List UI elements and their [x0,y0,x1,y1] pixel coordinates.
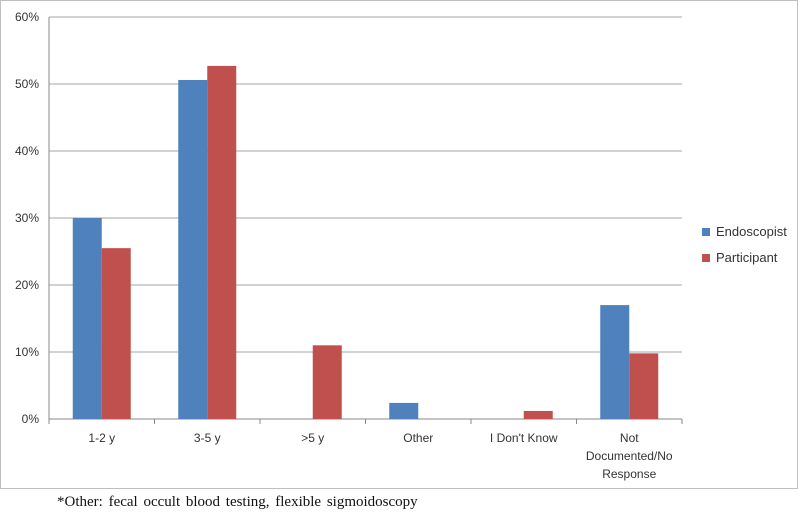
y-tick-label: 30% [15,211,39,225]
x-tick-label: Not Documented/No Response [586,431,673,481]
bar-endoscopist-3 [389,402,419,419]
y-tick-label: 40% [15,144,39,158]
bar-participant-2 [312,345,342,419]
x-tick-label: Other [403,431,433,445]
bar-participant-5 [629,353,659,419]
x-tick-label: 3-5 y [194,431,221,445]
bar-participant-4 [523,410,553,419]
footnote: *Other: fecal occult blood testing, flex… [57,494,418,510]
bar-endoscopist-0 [72,218,102,419]
bar-chart: 0% 10% 20% 30% 40% 50% 60% 1-2 y 3-5 y >5 y Other I… [15,10,787,481]
chart-frame: 0% 10% 20% 30% 40% 50% 60% 1-2 y 3-5 y >5 y Other I… [0,0,798,489]
bar-endoscopist-1 [178,79,208,419]
y-tick-label: 0% [22,412,40,426]
bar-endoscopist-5 [600,305,630,419]
legend-label-participant: Participant [716,250,778,265]
y-tick-label: 20% [15,278,39,292]
y-tick-label: 60% [15,10,39,24]
y-tick-label: 50% [15,77,39,91]
legend-label-endoscopist: Endoscopist [716,224,787,239]
x-tick-label: >5 y [301,431,324,445]
y-tick-label: 10% [15,345,39,359]
x-tick-label: 1-2 y [88,431,115,445]
bar-participant-1 [207,65,237,419]
x-tick-label: I Don't Know [490,431,558,445]
bar-participant-0 [101,248,131,419]
legend-swatch-participant [702,254,710,262]
legend-swatch-endoscopist [702,228,710,236]
